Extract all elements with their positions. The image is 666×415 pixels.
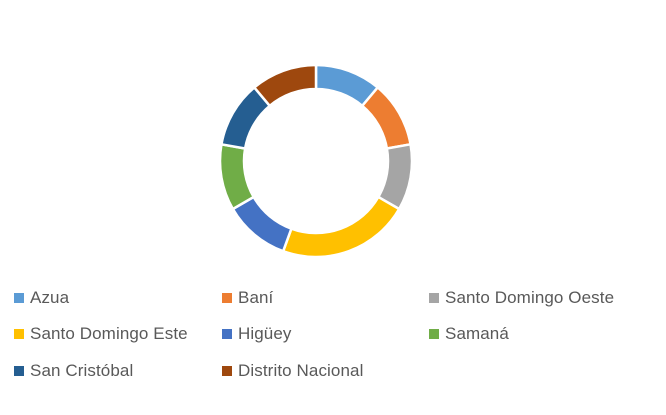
slice-ban-: [360, 85, 412, 150]
slice-distrito-nacional: [252, 63, 318, 108]
slice-santo-domingo-este: [281, 195, 401, 259]
slice-saman-: [218, 142, 256, 211]
doughnut-slices: [218, 63, 414, 259]
